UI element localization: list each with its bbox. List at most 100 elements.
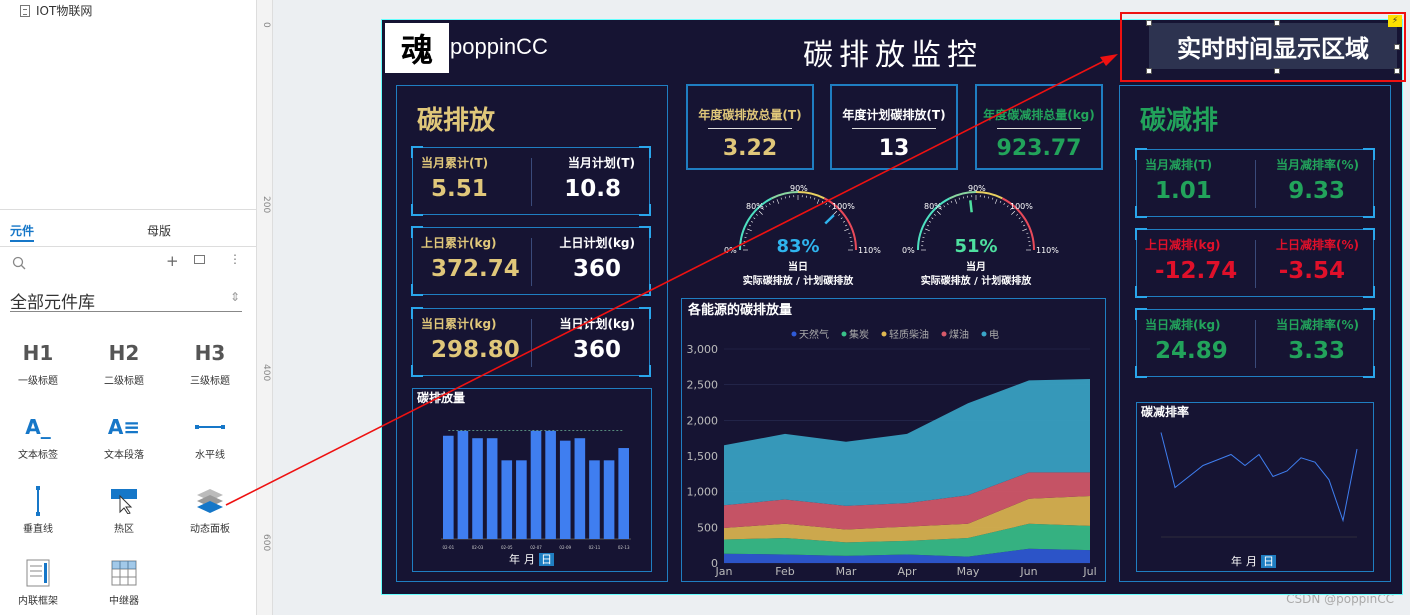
metric-label: 当月减排率(%) [1276,158,1359,172]
widget-label: 文本段落 [104,450,144,461]
year-toggle[interactable]: 年 [1231,555,1246,568]
widget-glyph: H3 [194,341,226,365]
gauge-tick [947,202,949,205]
stat-divider [997,128,1081,129]
x-tick-label: 02-11 [589,545,601,550]
bar [589,460,600,539]
widget-label: 三级标题 [190,376,230,387]
year-toggle[interactable]: 年 [509,553,524,566]
gauge-tick [1021,221,1024,223]
legend-label: 电 [989,328,999,341]
widget-9[interactable]: 内联框架 [8,558,68,607]
resize-handle[interactable] [1394,44,1400,50]
widget-3[interactable]: A_ 文本标签 [8,412,68,461]
gauge-period: 当日 [788,262,808,273]
widget-10[interactable]: 中继器 [94,558,154,607]
corner-accent [411,307,423,319]
day-toggle[interactable]: 日 [539,553,554,566]
gauge-tick [838,214,841,216]
x-tick-label: Jan [715,565,733,578]
bar [530,430,542,539]
widget-5[interactable]: 水平线 [180,412,240,461]
energy-area-chart: 0 500 1,000 1,500 2,000 2,500 3,000 Jan Feb Mar Ap… [687,328,1097,578]
y-tick-label: 0 [711,557,718,570]
metric-value: 298.80 [431,337,520,363]
area-series [724,548,1090,563]
x-tick-label: May [957,565,980,578]
area-series [724,495,1090,543]
metric-value: 9.33 [1288,178,1345,204]
gauge-tick [765,205,768,208]
card-separator [531,238,532,286]
metric-label: 上日减排率(%) [1276,238,1359,252]
gauge-tick-label: 80% [924,202,942,211]
widget-glyph: H2 [108,341,140,365]
duplicate-icon[interactable] [194,255,205,264]
x-tick-label: Apr [897,565,917,578]
page-item[interactable]: IOT物联网 [20,2,92,19]
x-tick-label: Jul [1082,565,1096,578]
x-tick-label: Feb [775,565,794,578]
widget-glyph: H1 [22,341,54,365]
library-select[interactable]: 全部元件库 ⇕ [10,288,242,313]
bar [516,460,527,539]
panel-divider [0,209,257,210]
legend-marker [981,331,987,337]
corner-accent [639,226,651,238]
gauge-tick [1018,217,1021,220]
corner-accent [1363,366,1375,378]
date-toggle[interactable]: 年月日 [1231,553,1276,569]
x-tick-label: 02-01 [442,545,454,550]
resize-handle[interactable] [1274,68,1280,74]
day-toggle[interactable]: 日 [1261,555,1276,568]
tabs-divider [0,246,257,247]
metric-label: 上日累计(kg) [421,236,497,250]
legend-label: 天然气 [799,328,829,341]
widget-8[interactable]: 动态面板 [180,486,240,535]
metric-value: 372.74 [431,256,520,282]
bar [618,448,629,539]
gauge-tick [994,199,998,204]
card-separator [531,158,532,206]
metric-label: 当月累计(T) [421,156,489,170]
resize-handle[interactable] [1146,20,1152,26]
gauge-tick [1003,202,1005,205]
resize-handle[interactable] [1394,68,1400,74]
corner-accent [1363,148,1375,160]
metric-card: 当月减排(T) 当月减排率(%) 1.01 9.33 [1135,148,1375,218]
card-separator [1255,160,1256,208]
dashboard[interactable]: 魂 poppinCC 碳排放监控 实时时间显示区域 ⚡ 碳排放 当月累计(T) 当… [381,12,1406,595]
widget-1[interactable]: H2 二级标题 [94,338,154,387]
gauge-caption: 实际碳排放 / 计划碳排放 [742,276,854,287]
gauge-tick [750,221,753,223]
reduction-line-chart [1160,432,1358,538]
widget-7[interactable]: 热区 [94,486,154,535]
widget-6[interactable]: 垂直线 [8,486,68,535]
widget-tabs: 元件 母版 [0,222,257,246]
resize-handle[interactable] [1146,68,1152,74]
corner-accent [1363,308,1375,320]
corner-accent [1135,286,1147,298]
date-toggle[interactable]: 年月日 [509,551,554,567]
legend-label: 轻质柴油 [889,328,929,341]
month-toggle[interactable]: 月 [524,553,539,566]
tab-widgets[interactable]: 元件 [10,224,35,242]
reduction-line [1160,432,1358,523]
bar [545,430,556,539]
corner-accent [411,204,423,216]
add-icon[interactable]: + [166,252,179,270]
tab-masters[interactable]: 母版 [147,224,172,238]
resize-handle[interactable] [1274,20,1280,26]
time-display-area[interactable]: 实时时间显示区域 [1149,23,1397,69]
bar [501,460,513,539]
month-toggle[interactable]: 月 [1246,555,1261,568]
widget-2[interactable]: H3 三级标题 [180,338,240,387]
widget-search[interactable]: + ⋮ [10,252,241,272]
widget-0[interactable]: H1 一级标题 [8,338,68,387]
more-icon[interactable]: ⋮ [229,252,241,266]
widget-4[interactable]: A≡ 文本段落 [94,412,154,461]
page-icon [20,4,30,17]
interaction-bolt-icon[interactable]: ⚡ [1388,15,1402,27]
emission-chart-panel: 碳排放量 02-01 02-03 02-05 02-07 02-09 02-11 02-13… [412,388,652,572]
x-tick-label: Mar [836,565,857,578]
